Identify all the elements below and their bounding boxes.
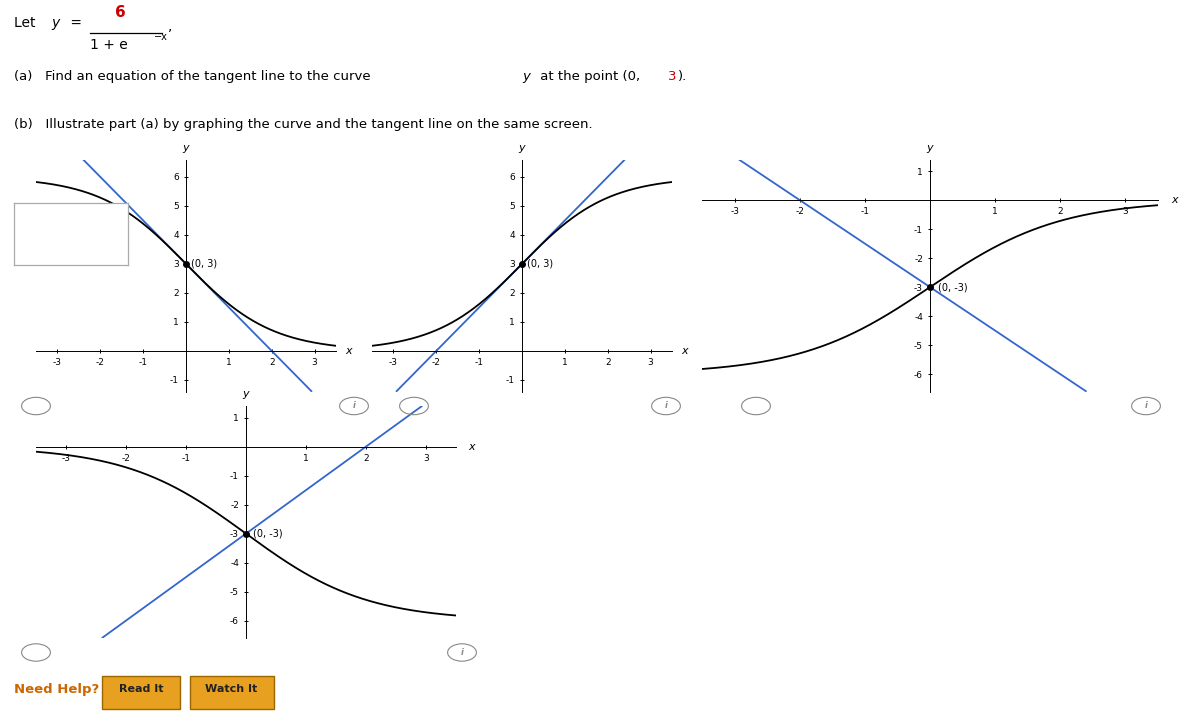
Text: at the point (0,: at the point (0, — [536, 70, 644, 83]
Text: ,: , — [168, 19, 173, 33]
Text: x: x — [346, 346, 352, 356]
FancyBboxPatch shape — [190, 676, 274, 709]
Text: −x: −x — [154, 32, 168, 42]
Text: =: = — [66, 16, 82, 30]
Text: i: i — [1145, 402, 1147, 410]
Text: (0, -3): (0, -3) — [938, 282, 967, 292]
Text: i: i — [461, 648, 463, 657]
Text: 1 + e: 1 + e — [90, 38, 127, 52]
Text: (b)   Illustrate part (a) by graphing the curve and the tangent line on the same: (b) Illustrate part (a) by graphing the … — [14, 118, 593, 131]
Text: i: i — [353, 402, 355, 410]
Text: (0, -3): (0, -3) — [253, 529, 283, 539]
Text: Let: Let — [14, 16, 41, 30]
FancyBboxPatch shape — [102, 676, 180, 709]
Text: 3: 3 — [668, 70, 677, 83]
Text: Read It: Read It — [119, 684, 163, 694]
Text: y: y — [522, 70, 530, 83]
Text: Watch It: Watch It — [205, 684, 258, 694]
Text: x: x — [1171, 195, 1178, 205]
Text: (0, 3): (0, 3) — [191, 259, 217, 269]
Text: x: x — [682, 346, 688, 356]
Text: i: i — [665, 402, 667, 410]
Text: Need Help?: Need Help? — [14, 683, 100, 695]
Text: (a)   Find an equation of the tangent line to the curve: (a) Find an equation of the tangent line… — [14, 70, 376, 83]
Text: y: y — [926, 143, 934, 152]
Text: y: y — [182, 143, 190, 152]
Text: y: y — [52, 16, 60, 30]
Text: x: x — [469, 442, 475, 452]
Text: y: y — [242, 389, 250, 399]
Text: y: y — [518, 143, 526, 152]
Text: ).: ). — [678, 70, 688, 83]
Text: 6: 6 — [115, 5, 125, 20]
Text: (0, 3): (0, 3) — [527, 259, 553, 269]
